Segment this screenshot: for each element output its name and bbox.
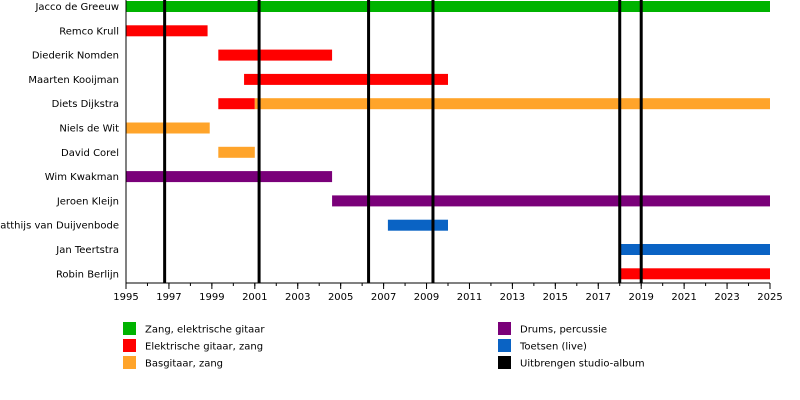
- bar-diederik-nomden-gitaar: [218, 49, 333, 61]
- bars-layer: [126, 1, 771, 280]
- legend-swatch-bas: [123, 356, 136, 369]
- x-tick-label-2019: 2019: [628, 292, 653, 303]
- x-tick-label-2005: 2005: [328, 292, 353, 303]
- legend-swatch-drums: [498, 322, 511, 335]
- x-tick-label-1997: 1997: [156, 292, 181, 303]
- legend-label-zang: Zang, elektrische gitaar: [145, 325, 265, 336]
- x-tick-label-2015: 2015: [543, 292, 568, 303]
- member-label-robin-berlijn: Robin Berlijn: [56, 269, 119, 280]
- bar-robin-berlijn-gitaar: [619, 268, 770, 280]
- album-release-lines: [163, 0, 643, 283]
- legend-swatch-gitaar: [123, 339, 136, 352]
- bar-jan-teertstra-toetsen: [619, 244, 770, 255]
- bar-jeroen-kleijn-drums: [332, 195, 770, 207]
- member-label-matthijs-van-duijvenbode: Matthijs van Duijvenbode: [0, 221, 119, 232]
- member-label-david-corel: David Corel: [61, 148, 119, 159]
- x-tick-label-2007: 2007: [371, 292, 396, 303]
- member-label-jeroen-kleijn: Jeroen Kleijn: [56, 196, 119, 207]
- x-axis: 1995 1997 1999 2001 2003 2005 2007 2009 2011 2013…: [113, 0, 783, 303]
- legend-label-toetsen: Toetsen (live): [519, 342, 587, 353]
- legend-label-album: Uitbrengen studio-album: [520, 359, 645, 370]
- member-label-diets-dijkstra: Diets Dijkstra: [52, 99, 119, 110]
- legend-label-drums: Drums, percussie: [520, 325, 607, 336]
- member-label-niels-de-wit: Niels de Wit: [59, 124, 119, 135]
- member-label-maarten-kooijman: Maarten Kooijman: [28, 75, 119, 86]
- x-tick-label-1995: 1995: [113, 292, 138, 303]
- x-tick-label-2003: 2003: [285, 292, 310, 303]
- member-label-jacco-de-greeuw: Jacco de Greeuw: [34, 2, 119, 13]
- x-tick-label-2009: 2009: [414, 292, 439, 303]
- member-label-wim-kwakman: Wim Kwakman: [45, 172, 119, 183]
- x-tick-label-2023: 2023: [714, 292, 739, 303]
- bar-matthijs-van-duijvenbode-toetsen: [387, 219, 448, 231]
- bar-wim-kwakman-drums: [126, 171, 333, 183]
- member-label-diederik-nomden: Diederik Nomden: [32, 51, 119, 62]
- bar-jacco-de-greeuw-zang: [126, 1, 770, 12]
- bar-david-corel-bas: [218, 146, 255, 158]
- legend-label-gitaar: Elektrische gitaar, zang: [145, 342, 263, 353]
- member-label-remco-krull: Remco Krull: [59, 26, 119, 37]
- bar-remco-krull-gitaar: [126, 25, 208, 37]
- legend-label-bas: Basgitaar, zang: [145, 359, 223, 370]
- bar-maarten-kooijman-gitaar: [244, 73, 448, 85]
- legend-swatch-toetsen: [498, 339, 511, 352]
- member-labels: Jacco de Greeuw Remco Krull Diederik Nomde…: [0, 2, 119, 280]
- x-tick-label-2013: 2013: [500, 292, 525, 303]
- x-tick-label-2021: 2021: [671, 292, 696, 303]
- legend-swatch-album: [498, 356, 511, 369]
- x-tick-label-2011: 2011: [457, 292, 482, 303]
- bar-diets-dijkstra-bas-2: [254, 98, 771, 110]
- legend-swatch-zang: [123, 322, 136, 335]
- x-tick-label-1999: 1999: [199, 292, 224, 303]
- member-label-jan-teertstra: Jan Teertstra: [55, 245, 119, 256]
- x-tick-label-2025: 2025: [757, 292, 782, 303]
- x-tick-label-2017: 2017: [586, 292, 611, 303]
- legend: Zang, elektrische gitaar Elektrische gita…: [123, 322, 645, 370]
- x-tick-label-2001: 2001: [242, 292, 267, 303]
- bar-diets-dijkstra-gitaar-1: [218, 98, 255, 110]
- bar-niels-de-wit-bas: [126, 122, 210, 134]
